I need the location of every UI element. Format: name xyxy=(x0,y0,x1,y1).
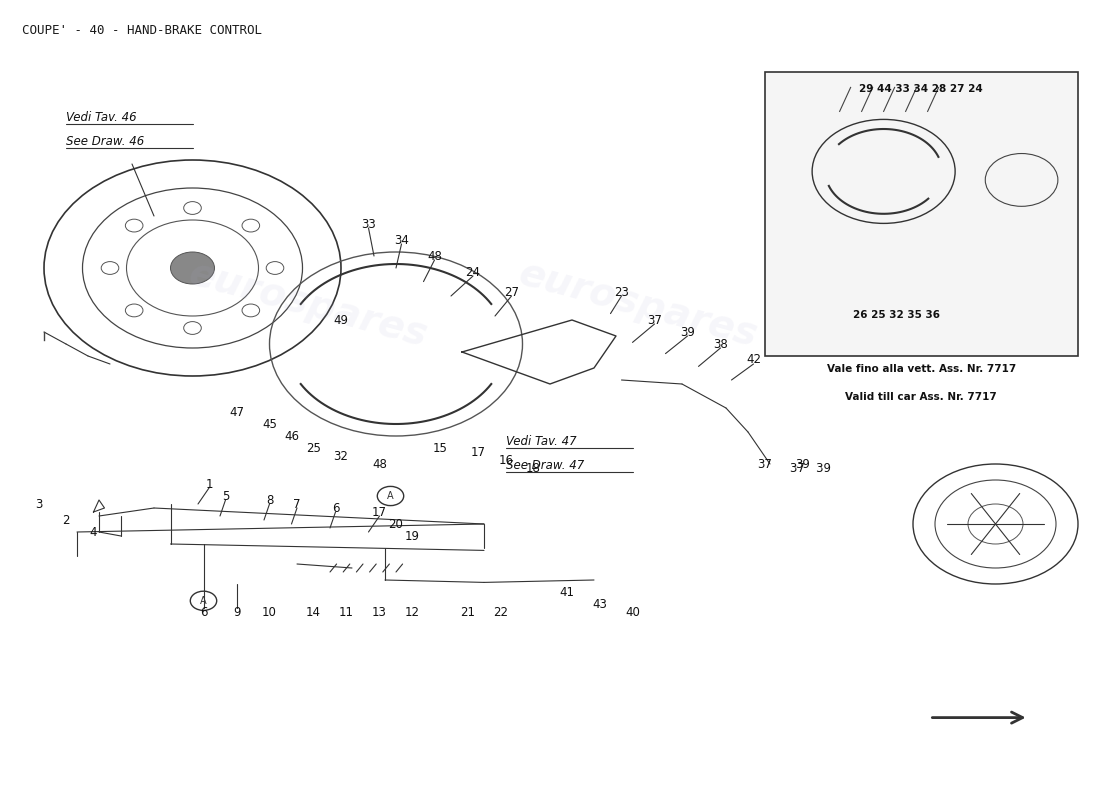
Text: 15: 15 xyxy=(432,442,448,454)
Text: 21: 21 xyxy=(460,606,475,618)
Circle shape xyxy=(125,304,143,317)
Text: A: A xyxy=(387,491,394,501)
Text: Vedi Tav. 47: Vedi Tav. 47 xyxy=(506,435,576,448)
Text: 33: 33 xyxy=(361,218,376,230)
Text: Valid till car Ass. Nr. 7717: Valid till car Ass. Nr. 7717 xyxy=(846,392,997,402)
Circle shape xyxy=(184,202,201,214)
Text: 37: 37 xyxy=(757,458,772,470)
Text: 23: 23 xyxy=(614,286,629,298)
Text: 26 25 32 35 36: 26 25 32 35 36 xyxy=(852,310,939,320)
Text: 37   39: 37 39 xyxy=(790,462,830,474)
Text: 32: 32 xyxy=(333,450,349,462)
Text: 3: 3 xyxy=(35,498,42,510)
Circle shape xyxy=(242,219,260,232)
Text: 39: 39 xyxy=(680,326,695,338)
Text: 5: 5 xyxy=(222,490,229,502)
Text: 39: 39 xyxy=(795,458,811,470)
Text: 17: 17 xyxy=(471,446,486,458)
Text: Vale fino alla vett. Ass. Nr. 7717: Vale fino alla vett. Ass. Nr. 7717 xyxy=(826,364,1016,374)
Text: 14: 14 xyxy=(306,606,321,618)
Text: 16: 16 xyxy=(498,454,514,466)
Text: 37: 37 xyxy=(647,314,662,326)
Circle shape xyxy=(184,322,201,334)
Circle shape xyxy=(242,304,260,317)
Text: 9: 9 xyxy=(233,606,240,618)
Text: 45: 45 xyxy=(262,418,277,430)
Text: 40: 40 xyxy=(625,606,640,618)
Text: 27: 27 xyxy=(504,286,519,298)
Text: 34: 34 xyxy=(394,234,409,246)
Text: 17: 17 xyxy=(372,506,387,518)
Text: 31: 31 xyxy=(779,246,794,258)
Text: 13: 13 xyxy=(372,606,387,618)
Text: 48: 48 xyxy=(427,250,442,262)
Circle shape xyxy=(101,262,119,274)
Text: 25: 25 xyxy=(306,442,321,454)
Text: A: A xyxy=(200,596,207,606)
Text: 10: 10 xyxy=(262,606,277,618)
Text: 24: 24 xyxy=(465,266,481,278)
Text: 8: 8 xyxy=(266,494,273,506)
Circle shape xyxy=(125,219,143,232)
Text: 47: 47 xyxy=(229,406,244,418)
Text: See Draw. 46: See Draw. 46 xyxy=(66,135,144,148)
Text: 48: 48 xyxy=(372,458,387,470)
Text: 6: 6 xyxy=(200,606,207,618)
Text: 18: 18 xyxy=(526,462,541,474)
Text: 2: 2 xyxy=(63,514,69,526)
Text: 7: 7 xyxy=(294,498,300,510)
Text: 11: 11 xyxy=(339,606,354,618)
Text: 41: 41 xyxy=(559,586,574,598)
Text: 42: 42 xyxy=(746,354,761,366)
Text: COUPE' - 40 - HAND-BRAKE CONTROL: COUPE' - 40 - HAND-BRAKE CONTROL xyxy=(22,24,262,37)
Text: 6: 6 xyxy=(332,502,339,514)
Text: eurospares: eurospares xyxy=(185,254,431,354)
Text: 19: 19 xyxy=(405,530,420,542)
Circle shape xyxy=(266,262,284,274)
Text: Vedi Tav. 46: Vedi Tav. 46 xyxy=(66,111,136,124)
Text: eurospares: eurospares xyxy=(515,254,761,354)
Text: 38: 38 xyxy=(713,338,728,350)
Text: See Draw. 47: See Draw. 47 xyxy=(506,459,584,472)
Text: 49: 49 xyxy=(333,314,349,326)
Text: 46: 46 xyxy=(284,430,299,442)
Text: 29 44 33 34 28 27 24: 29 44 33 34 28 27 24 xyxy=(859,84,983,94)
Text: 12: 12 xyxy=(405,606,420,618)
Circle shape xyxy=(170,252,214,284)
Text: 1: 1 xyxy=(206,478,212,490)
Text: 20: 20 xyxy=(388,518,404,530)
Text: 30: 30 xyxy=(779,222,794,234)
Text: 22: 22 xyxy=(493,606,508,618)
Text: 43: 43 xyxy=(592,598,607,610)
FancyBboxPatch shape xyxy=(764,72,1078,356)
Text: 4: 4 xyxy=(90,526,97,538)
